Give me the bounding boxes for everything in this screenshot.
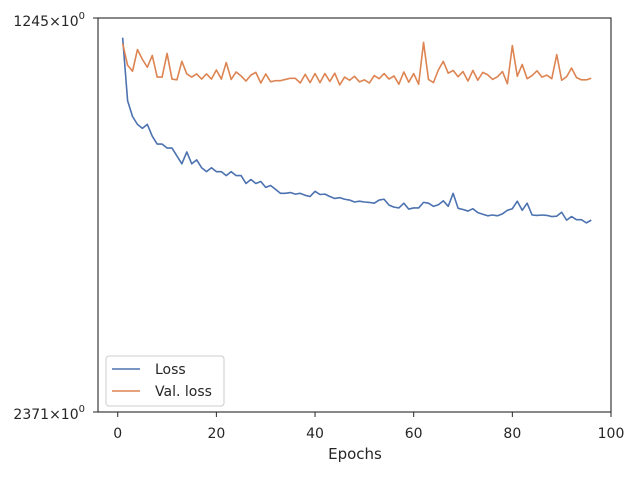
- legend: Loss Val. loss: [105, 355, 225, 407]
- plot-area: [97, 17, 612, 413]
- x-tick-label: 100: [598, 426, 625, 442]
- series-line-loss: [121, 37, 592, 224]
- y-ticks: 1245×100 2371×100: [13, 11, 98, 423]
- x-tick-label: 20: [207, 426, 225, 442]
- y-tick-label-bottom: 2371×100: [13, 404, 85, 423]
- x-ticks: 0 20 40 60 80 100: [113, 412, 624, 442]
- legend-label-loss: Loss: [155, 362, 186, 378]
- series-layer: [121, 37, 592, 224]
- x-tick-label: 80: [503, 426, 521, 442]
- series-line-val-loss: [121, 41, 592, 86]
- x-tick-label: 40: [306, 426, 324, 442]
- x-axis-label: Epochs: [328, 445, 382, 463]
- legend-label-val-loss: Val. loss: [155, 384, 212, 400]
- x-tick-label: 60: [405, 426, 423, 442]
- x-tick-label: 0: [113, 426, 122, 442]
- y-tick-label-top: 1245×100: [13, 11, 85, 30]
